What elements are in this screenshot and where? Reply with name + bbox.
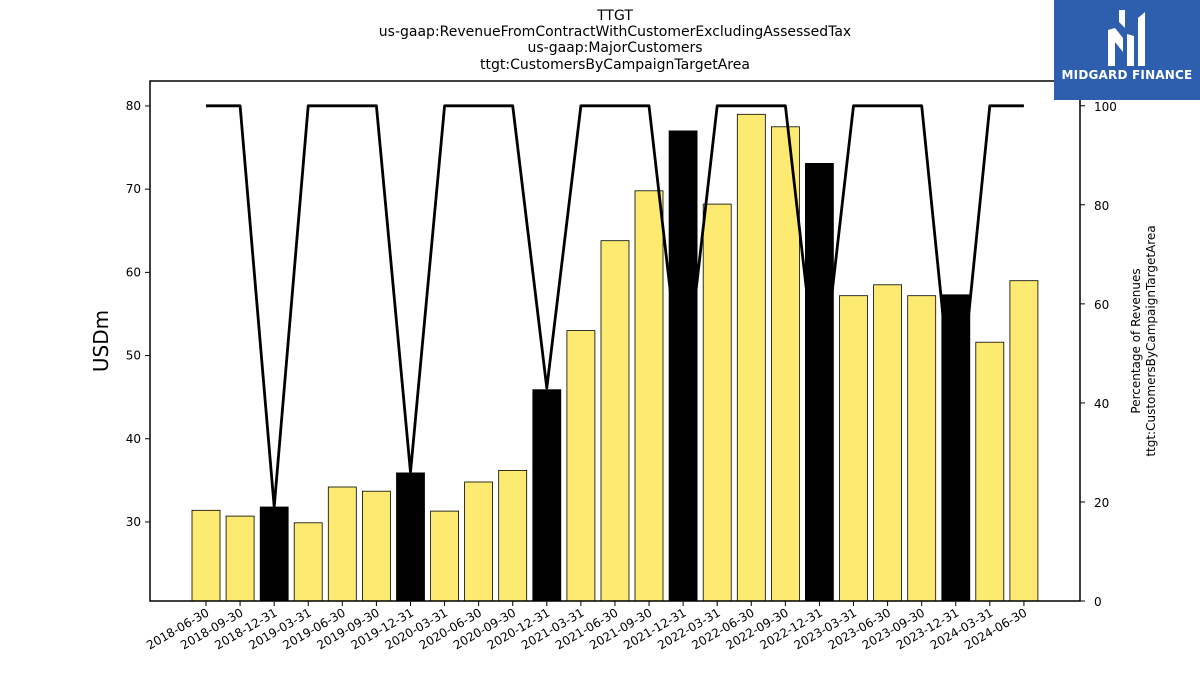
bar <box>736 113 766 602</box>
chart-title: TTGT us-gaap:RevenueFromContractWithCust… <box>379 8 851 73</box>
bar <box>327 486 357 602</box>
y-right-tick-label: 100 <box>1094 100 1117 114</box>
y-right-tick-label: 40 <box>1094 397 1109 411</box>
bar <box>498 469 528 602</box>
bar <box>1009 280 1039 602</box>
bars-group <box>191 113 1039 602</box>
y-tick-label: 80 <box>126 99 141 113</box>
y-axis-right-label-line: ttgt:CustomersByCampaignTargetArea <box>1144 225 1158 456</box>
chart-title-line: us-gaap:MajorCustomers <box>527 40 702 56</box>
bar <box>907 295 937 602</box>
chart-title-line: us-gaap:RevenueFromContractWithCustomerE… <box>379 24 851 40</box>
bar <box>771 126 800 602</box>
y-right-tick-label: 0 <box>1094 595 1102 609</box>
chart-title-line: ttgt:CustomersByCampaignTargetArea <box>480 57 750 73</box>
logo-mark-icon <box>1108 10 1145 66</box>
bar <box>873 284 902 602</box>
y-right-tick-label: 80 <box>1094 199 1109 213</box>
bar <box>805 162 834 602</box>
chart-title-line: TTGT <box>596 8 633 24</box>
y-axis-label: USDm <box>89 310 113 372</box>
bar <box>839 295 868 602</box>
bar <box>634 190 664 602</box>
y-axis-right-label-line: Percentage of Revenues <box>1129 268 1143 413</box>
y-tick-label: 70 <box>126 182 141 196</box>
brand-logo: MIDGARD FINANCE <box>1054 0 1200 100</box>
bar <box>532 389 562 602</box>
bar <box>361 490 391 602</box>
y-right-tick-label: 20 <box>1094 496 1109 510</box>
bar <box>225 515 255 602</box>
line-series-group <box>206 104 1024 509</box>
bar <box>975 341 1005 602</box>
bar <box>566 330 596 602</box>
bar <box>464 481 494 602</box>
logo-text: MIDGARD FINANCE <box>1061 68 1193 82</box>
bar <box>600 240 630 602</box>
bar <box>293 522 323 602</box>
bar <box>668 130 698 602</box>
bar <box>430 510 460 602</box>
y-tick-label: 40 <box>126 432 141 446</box>
axes-group: 3040506070800204060801002018-06-302018-0… <box>126 80 1117 652</box>
y-tick-label: 30 <box>126 515 141 529</box>
line-series <box>206 104 1024 509</box>
y-tick-label: 60 <box>126 265 141 279</box>
bar <box>259 506 289 602</box>
bar <box>191 509 221 602</box>
bar <box>396 472 425 602</box>
y-right-tick-label: 60 <box>1094 298 1109 312</box>
y-tick-label: 50 <box>126 349 141 363</box>
bar <box>702 203 732 602</box>
